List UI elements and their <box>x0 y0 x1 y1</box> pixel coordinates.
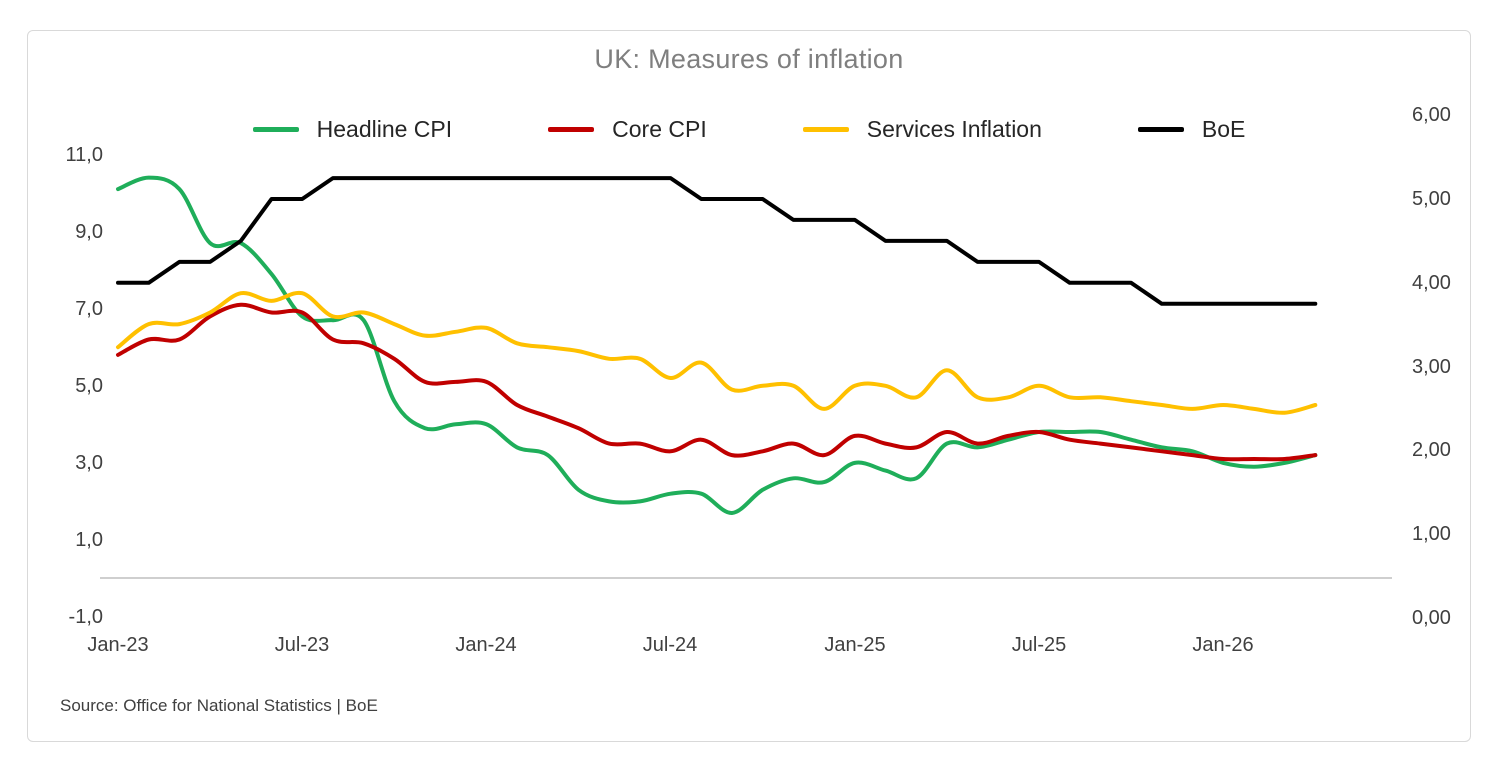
legend-swatch-services-inflation <box>802 127 849 132</box>
legend-label-core-cpi: Core CPI <box>612 116 707 142</box>
right-axis-tick-label: 6,00 <box>1412 104 1451 126</box>
chart-title: UK: Measures of inflation <box>594 44 904 74</box>
x-axis-tick-label: Jul-25 <box>1011 634 1067 656</box>
legend-label-services-inflation: Services Inflation <box>866 116 1042 142</box>
source-note: Source: Office for National Statistics |… <box>60 696 378 715</box>
right-axis-tick-label: 0,00 <box>1412 607 1451 629</box>
x-axis-tick-label: Jan-23 <box>87 634 149 656</box>
legend-swatch-boe <box>1137 127 1184 132</box>
right-axis-tick-label: 1,00 <box>1412 523 1451 545</box>
x-axis-tick-label: Jul-23 <box>274 634 330 656</box>
legend-swatch-headline-cpi <box>252 127 299 132</box>
legend-swatch-core-cpi <box>548 127 595 132</box>
legend-item-boe: BoE <box>1137 116 1246 143</box>
x-axis-tick-label: Jan-25 <box>824 634 886 656</box>
left-axis-tick-label: 1,0 <box>75 529 103 551</box>
left-axis-tick-label: 9,0 <box>75 221 103 243</box>
left-axis-tick-label: -1,0 <box>68 606 103 628</box>
legend-label-headline-cpi: Headline CPI <box>316 116 453 142</box>
left-axis-tick-label: 11,0 <box>65 144 103 166</box>
legend-label-boe: BoE <box>1201 116 1246 142</box>
legend-item-headline-cpi: Headline CPI <box>252 116 453 143</box>
x-axis-tick-label: Jan-24 <box>455 634 517 656</box>
left-axis-tick-label: 5,0 <box>75 375 103 397</box>
legend-item-services-inflation: Services Inflation <box>802 116 1042 143</box>
x-axis-tick-label: Jul-24 <box>642 634 698 656</box>
left-axis-tick-label: 7,0 <box>75 298 103 320</box>
legend-item-core-cpi: Core CPI <box>548 116 707 143</box>
right-axis-tick-label: 3,00 <box>1412 356 1451 378</box>
right-axis-tick-label: 2,00 <box>1412 439 1451 461</box>
x-axis-tick-label: Jan-26 <box>1192 634 1254 656</box>
legend: Headline CPI Core CPI Services Inflation… <box>0 116 1498 143</box>
right-axis-tick-label: 5,00 <box>1412 188 1451 210</box>
left-axis-tick-label: 3,0 <box>75 452 103 474</box>
right-axis-tick-label: 4,00 <box>1412 272 1451 294</box>
